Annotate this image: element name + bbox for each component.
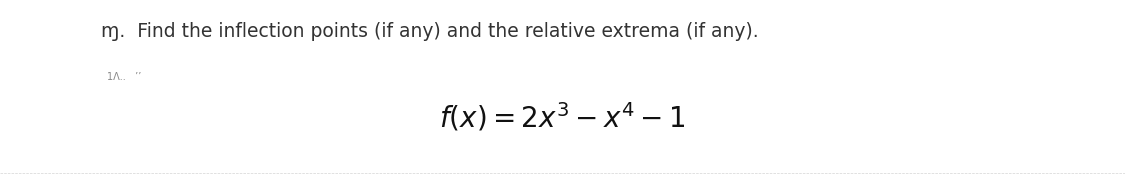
Text: 1Λ..   ’’: 1Λ.. ’’ bbox=[107, 72, 142, 82]
Text: ɱ.  Find the inflection points (if any) and the relative extrema (if any).: ɱ. Find the inflection points (if any) a… bbox=[101, 22, 759, 41]
Text: $f(x) = 2x^3 - x^4 - 1$: $f(x) = 2x^3 - x^4 - 1$ bbox=[439, 101, 686, 133]
